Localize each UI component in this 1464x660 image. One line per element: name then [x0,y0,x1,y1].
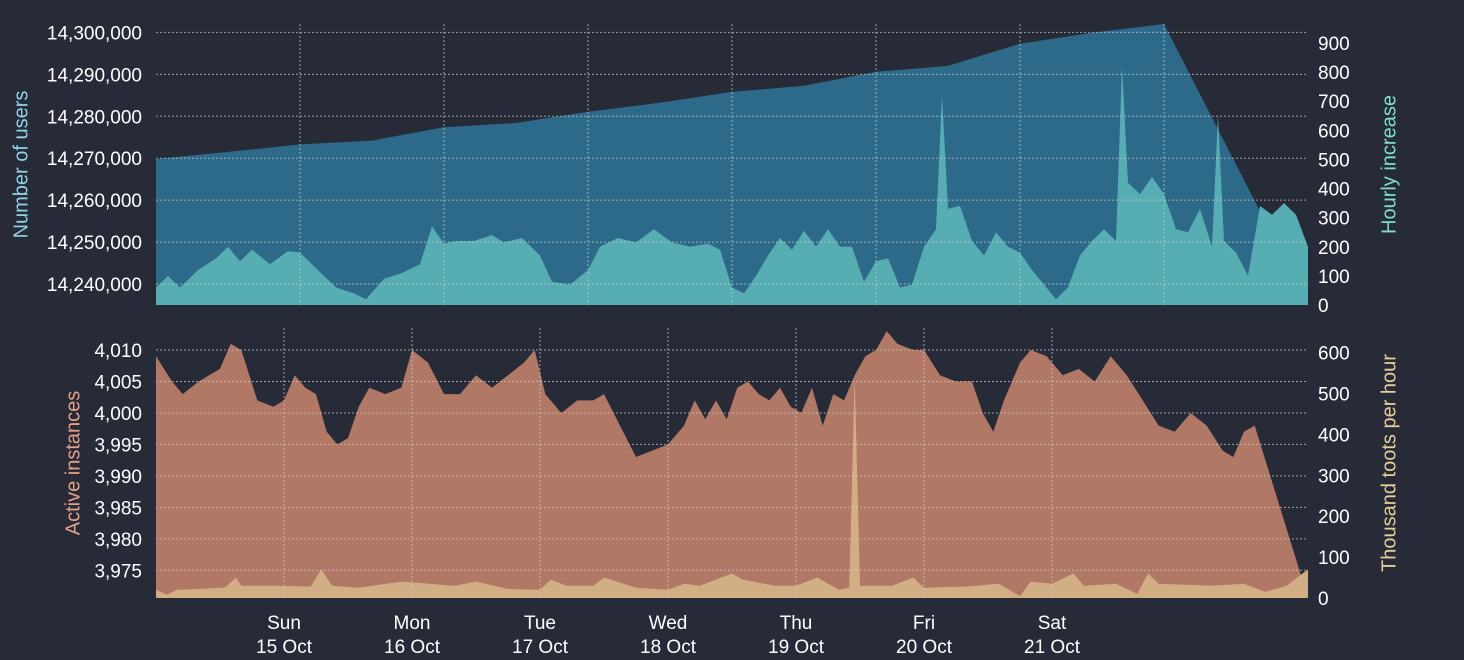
y-left-tick-label: 14,250,000 [47,233,142,254]
y-left-tick-label: 3,995 [94,435,142,456]
x-tick-weekday: Sat [1038,613,1067,634]
y-right-tick-label: 200 [1318,507,1350,528]
x-tick-date: 16 Oct [384,637,441,658]
y-right-tick-label: 600 [1318,344,1350,365]
y-right-tick-label: 700 [1318,92,1350,113]
x-tick-date: 17 Oct [512,637,569,658]
y-left-tick-label: 3,990 [94,467,142,488]
y-right-tick-label: 0 [1318,589,1329,610]
x-tick-weekday: Fri [913,613,935,634]
x-tick-weekday: Mon [394,613,431,634]
x-tick-date: 15 Oct [256,637,313,658]
y-right-tick-label: 600 [1318,121,1350,142]
y-right-tick-label: 800 [1318,63,1350,84]
y-left-tick-label: 4,005 [94,372,142,393]
y-right-tick-label: 500 [1318,384,1350,405]
x-axis: Sun 15 Oct Mon 16 Oct Tue 17 Oct Wed 18 Oct Thu 1… [256,613,1081,658]
x-tick-weekday: Wed [649,613,688,634]
y-right-tick-label: 300 [1318,466,1350,487]
y-right-tick-label: 0 [1318,296,1329,317]
y-right-axis-title: Thousand toots per hour [1378,354,1400,572]
x-tick-date: 21 Oct [1024,637,1081,658]
x-tick-date: 20 Oct [896,637,953,658]
y-left-tick-label: 14,270,000 [47,149,142,170]
y-left-tick-label: 3,985 [94,498,142,519]
y-left-tick-label: 14,290,000 [47,65,142,86]
y-right-tick-label: 900 [1318,34,1350,55]
y-left-tick-label: 3,980 [94,530,142,551]
y-left-axis-title: Number of users [10,91,32,239]
instances-panel: 3,975 3,980 3,985 3,990 3,995 4,000 4,005 4,010… [62,328,1400,610]
x-tick-weekday: Thu [780,613,813,634]
y-right-tick-label: 400 [1318,180,1350,201]
x-tick-weekday: Sun [267,613,301,634]
y-left-tick-label: 14,300,000 [47,23,142,44]
x-tick-weekday: Tue [524,613,556,634]
x-tick-date: 18 Oct [640,637,697,658]
y-left-tick-label: 14,240,000 [47,275,142,296]
x-tick-date: 19 Oct [768,637,825,658]
area-series-left [156,331,1308,598]
y-left-axis-title: Active instances [62,391,84,536]
y-right-tick-label: 300 [1318,209,1350,230]
y-right-tick-label: 100 [1318,267,1350,288]
y-right-tick-label: 400 [1318,425,1350,446]
y-left-tick-label: 14,280,000 [47,107,142,128]
y-left-tick-label: 3,975 [94,561,142,582]
y-left-tick-label: 4,010 [94,341,142,362]
y-right-tick-label: 200 [1318,238,1350,259]
users-panel: 14,240,000 14,250,000 14,260,000 14,270,000… [10,23,1400,317]
y-left-tick-label: 14,260,000 [47,191,142,212]
y-right-tick-label: 100 [1318,548,1350,569]
y-right-axis-title: Hourly increase [1378,95,1400,234]
y-left-tick-label: 4,000 [94,404,142,425]
y-right-tick-label: 500 [1318,150,1350,171]
